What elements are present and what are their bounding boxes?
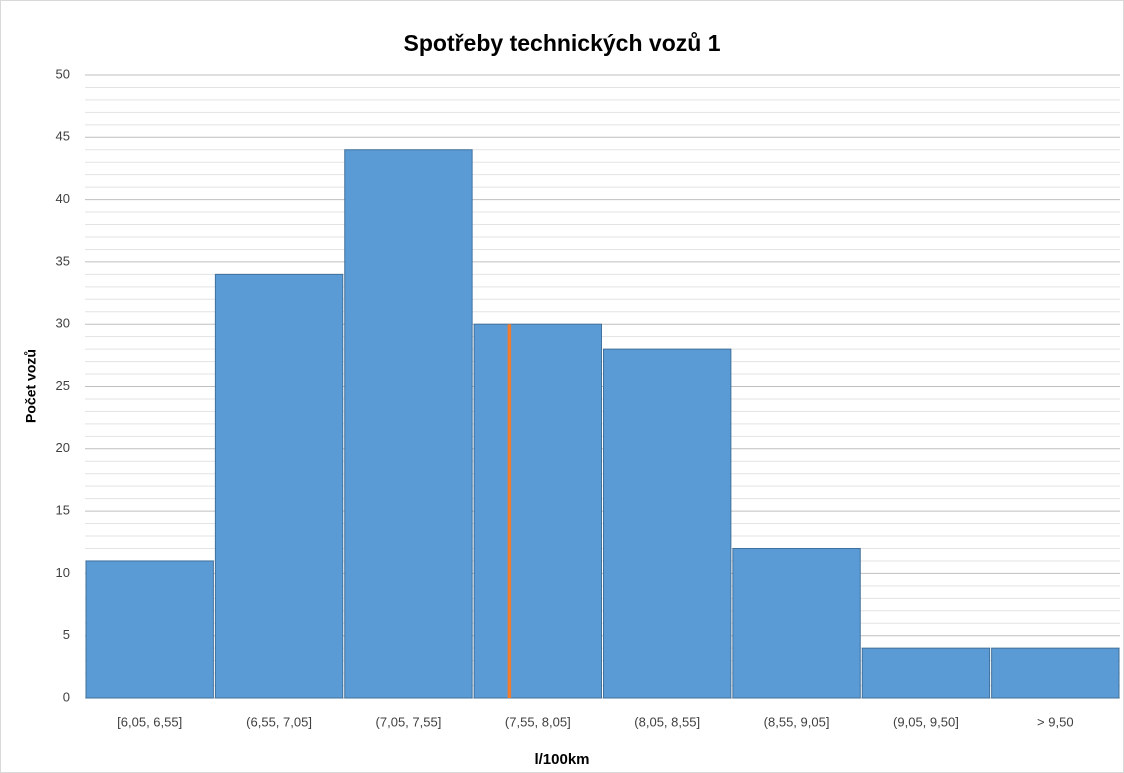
bar — [732, 547, 861, 699]
bar — [473, 323, 602, 699]
y-tick-label: 5 — [63, 627, 70, 642]
y-axis-label: Počet vozů — [23, 349, 39, 423]
x-tick-label: (8,55, 9,05] — [764, 714, 830, 729]
y-tick-label: 50 — [56, 66, 70, 81]
bar — [214, 273, 344, 699]
y-tick-label: 15 — [56, 503, 70, 518]
bar — [344, 149, 473, 699]
x-tick-label: > 9,50 — [1037, 714, 1074, 729]
bar — [861, 647, 991, 699]
y-tick-label: 0 — [63, 689, 70, 704]
y-tick-label: 10 — [56, 565, 70, 580]
y-tick-label: 30 — [56, 316, 70, 331]
chart-title: Spotřeby technických vozů 1 — [404, 30, 721, 56]
y-tick-label: 20 — [56, 440, 70, 455]
x-tick-label: (7,55, 8,05] — [505, 714, 571, 729]
x-tick-label: (8,05, 8,55] — [634, 714, 700, 729]
bar — [603, 348, 732, 699]
x-tick-label: (6,55, 7,05] — [246, 714, 312, 729]
x-tick-label: (7,05, 7,55] — [376, 714, 442, 729]
bar — [991, 647, 1120, 699]
y-tick-label: 25 — [56, 378, 70, 393]
x-axis-label: l/100km — [534, 751, 589, 768]
y-tick-label: 35 — [56, 253, 70, 268]
x-tick-label: (9,05, 9,50] — [893, 714, 959, 729]
y-tick-label: 40 — [56, 191, 70, 206]
y-tick-label: 45 — [56, 129, 70, 144]
x-tick-label: [6,05, 6,55] — [117, 714, 182, 729]
bar — [85, 560, 214, 699]
